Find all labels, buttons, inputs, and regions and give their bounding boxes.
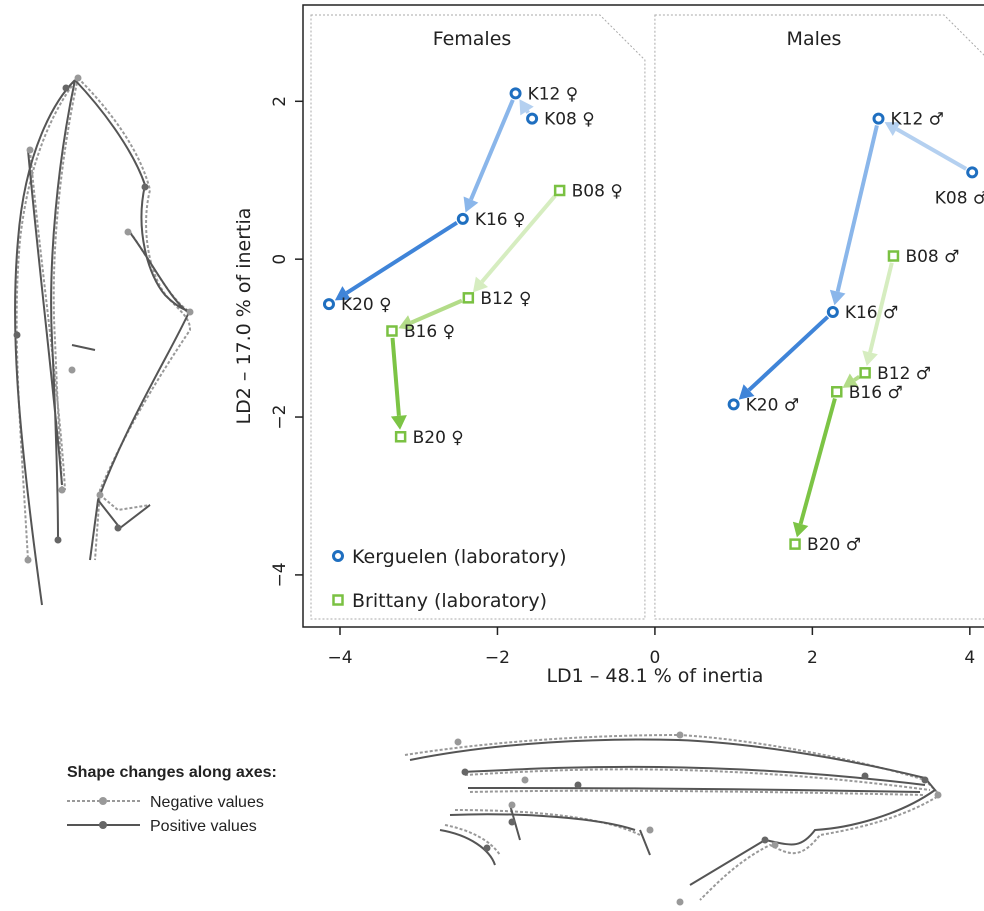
- wing-ld1: [404, 731, 942, 906]
- data-point: [526, 112, 539, 125]
- point-label: K16 ♀: [475, 210, 526, 230]
- x-tick-label: 2: [807, 648, 818, 668]
- arrow-head: [842, 373, 859, 388]
- point-label: K20 ♂: [746, 395, 799, 415]
- shape-legend-item: Positive values: [150, 818, 257, 835]
- panel-title: Females: [433, 28, 512, 50]
- x-tick-label: 0: [650, 648, 661, 668]
- data-point: [394, 431, 407, 443]
- y-tick-label: 0: [270, 254, 290, 265]
- y-tick-label: 2: [270, 96, 290, 107]
- legend-label: Kerguelen (laboratory): [352, 546, 567, 568]
- trajectory-arrow: [525, 109, 530, 114]
- point-label: B16 ♀: [404, 322, 455, 342]
- arrow-head: [862, 350, 878, 367]
- legend-label: Brittany (laboratory): [352, 590, 547, 612]
- arrow-head: [738, 384, 755, 400]
- data-point: [727, 398, 740, 411]
- shape-legend-title: Shape changes along axes:: [67, 764, 277, 781]
- data-point: [872, 112, 885, 125]
- wing-ld2: [13, 74, 194, 606]
- arrow-head: [792, 521, 809, 538]
- data-point: [553, 184, 566, 197]
- point-label: K08 ♂: [935, 188, 984, 208]
- arrow-head: [884, 122, 901, 137]
- data-point: [966, 166, 979, 179]
- trajectory-arrow: [480, 194, 557, 284]
- arrow-head: [463, 196, 479, 213]
- data-point: [322, 298, 335, 311]
- trajectory-arrow: [747, 315, 830, 392]
- data-point: [386, 325, 398, 337]
- point-label: B20 ♂: [807, 535, 861, 555]
- trajectory-arrow: [390, 337, 401, 417]
- y-tick-label: −4: [270, 562, 290, 587]
- trajectory-arrow: [835, 125, 879, 293]
- point-label: B08 ♂: [905, 247, 959, 267]
- trajectory-arrow: [469, 99, 515, 201]
- legend-dot-negative: [99, 797, 107, 805]
- axis-frame: [302, 4, 984, 628]
- trajectory-arrow: [868, 262, 894, 353]
- arrow-head: [398, 315, 415, 330]
- arrow-head: [390, 415, 407, 430]
- point-label: K12 ♂: [891, 110, 944, 130]
- trajectory-arrow: [410, 298, 463, 325]
- trajectory-arrow: [798, 397, 837, 525]
- data-point: [509, 87, 522, 100]
- point-label: K16 ♂: [845, 303, 898, 323]
- legend-marker: [332, 594, 344, 606]
- y-tick-label: −2: [270, 405, 290, 430]
- point-label: K12 ♀: [528, 84, 579, 104]
- x-axis-label: LD1 – 48.1 % of inertia: [546, 665, 763, 687]
- x-tick-label: −2: [485, 648, 510, 668]
- data-point: [789, 538, 801, 550]
- panel-frame: [654, 14, 984, 620]
- y-axis-label: LD2 – 17.0 % of inertia: [233, 208, 255, 425]
- x-tick-label: −4: [327, 648, 352, 668]
- data-point: [462, 292, 475, 304]
- shape-legend-item: Negative values: [150, 794, 264, 811]
- arrow-head: [519, 99, 534, 116]
- point-label: B08 ♀: [572, 181, 623, 201]
- point-label: B20 ♀: [413, 428, 464, 448]
- data-point: [456, 212, 469, 225]
- data-point: [887, 250, 900, 262]
- trajectory-arrow: [853, 375, 861, 382]
- point-label: K08 ♀: [544, 110, 595, 130]
- point-label: B12 ♀: [480, 289, 531, 309]
- x-tick-label: 4: [964, 648, 975, 668]
- data-point: [826, 306, 839, 319]
- arrow-head: [829, 289, 846, 306]
- panel-frame: [310, 14, 646, 620]
- data-point: [831, 386, 843, 398]
- arrow-head: [472, 276, 489, 293]
- panel-title: Males: [787, 28, 842, 50]
- trajectory-arrow: [345, 220, 458, 295]
- data-point: [859, 367, 871, 379]
- point-label: B16 ♂: [849, 383, 903, 403]
- point-label: K20 ♀: [341, 295, 392, 315]
- point-label: B12 ♂: [877, 364, 931, 384]
- legend-dot-positive: [99, 821, 107, 829]
- trajectory-arrow: [895, 127, 968, 171]
- arrow-head: [334, 286, 351, 301]
- legend-marker: [332, 550, 344, 562]
